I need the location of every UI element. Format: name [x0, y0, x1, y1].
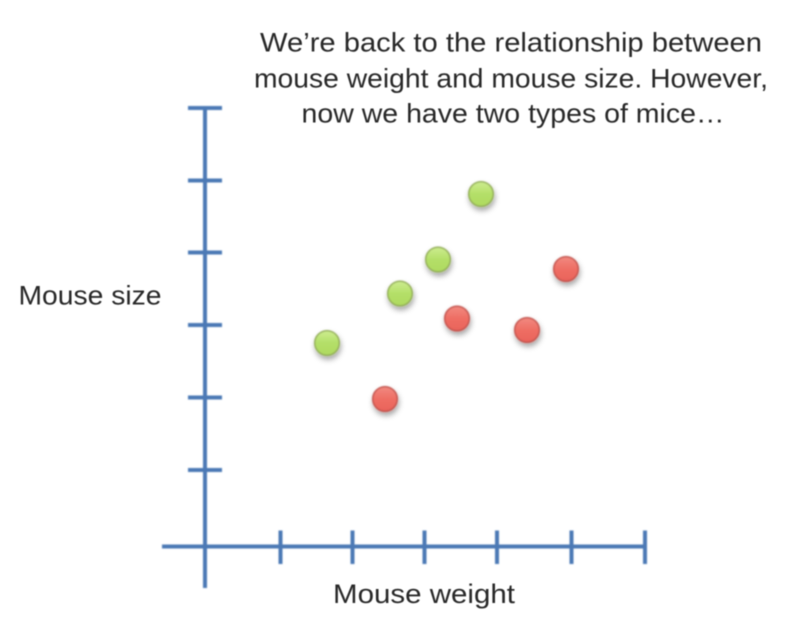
- svg-text:Mouse size: Mouse size: [19, 281, 162, 311]
- svg-text:We’re back to the relationship: We’re back to the relationship between: [260, 28, 762, 58]
- svg-text:mouse weight and mouse size. H: mouse weight and mouse size. However,: [254, 64, 768, 94]
- svg-text:Mouse weight: Mouse weight: [333, 579, 516, 609]
- svg-text:now we have two types of mice…: now we have two types of mice…: [302, 99, 725, 129]
